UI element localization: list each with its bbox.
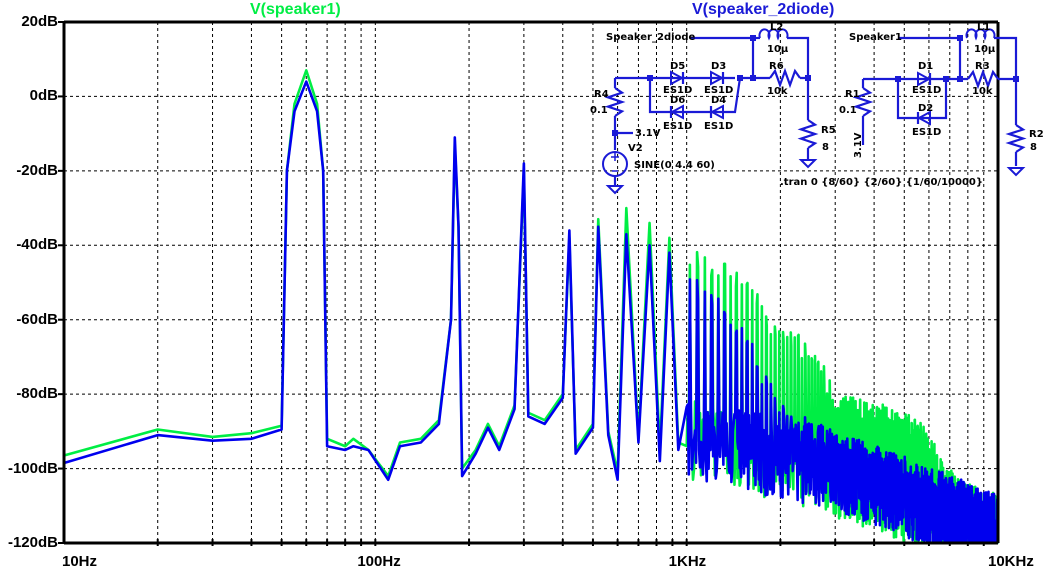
r6-value: 10k bbox=[767, 86, 788, 97]
traces bbox=[63, 69, 1000, 545]
d2-model: ES1D bbox=[912, 127, 942, 138]
y-tick-label: -60dB bbox=[16, 310, 58, 328]
l2-value: 10μ bbox=[767, 44, 789, 55]
r3-name: R3 bbox=[975, 61, 990, 72]
r5-name: R5 bbox=[821, 125, 836, 136]
schematic[interactable] bbox=[602, 28, 1027, 195]
y-tick-label: -80dB bbox=[16, 385, 58, 403]
trace-title-speaker-2diode[interactable]: V(speaker_2diode) bbox=[692, 1, 835, 18]
d6-name: D6 bbox=[670, 95, 686, 106]
d4-name: D4 bbox=[711, 95, 727, 106]
d5-name: D5 bbox=[670, 61, 686, 72]
r5-value: 8 bbox=[822, 142, 829, 153]
y-tick-label: -120dB bbox=[7, 534, 58, 551]
y-tick-label: -40dB bbox=[16, 236, 58, 254]
d1-model: ES1D bbox=[912, 85, 942, 96]
axes bbox=[58, 20, 1000, 545]
y-tick-label: 0dB bbox=[29, 87, 58, 105]
r1-name: R1 bbox=[845, 89, 860, 100]
l2-name: L2 bbox=[770, 22, 784, 33]
x-tick-label: 10KHz bbox=[988, 553, 1034, 570]
node-label-left: 3.1V bbox=[635, 128, 661, 139]
r1-value: 0.1 bbox=[839, 105, 857, 116]
d2-name: D2 bbox=[918, 103, 934, 114]
v2-value: SINE(0 4.4 60) bbox=[634, 160, 715, 171]
r3-value: 10k bbox=[972, 86, 993, 97]
d6-model: ES1D bbox=[663, 121, 693, 132]
r4-value: 0.1 bbox=[590, 105, 608, 116]
l1-name: L1 bbox=[977, 22, 991, 33]
y-tick-label: 20dB bbox=[21, 13, 58, 30]
d1-name: D1 bbox=[918, 61, 934, 72]
x-tick-label: 100Hz bbox=[357, 553, 401, 570]
d3-name: D3 bbox=[711, 61, 727, 72]
r6-name: R6 bbox=[769, 61, 784, 72]
tran-directive[interactable]: .tran 0 {8/60} {2/60} {1/60/10000} bbox=[780, 177, 983, 188]
d4-model: ES1D bbox=[704, 121, 734, 132]
node-label-right: 3.1V bbox=[853, 132, 864, 158]
y-tick-label: -100dB bbox=[7, 459, 58, 477]
net-label-speaker-2diode[interactable]: Speaker_2diode bbox=[606, 32, 696, 43]
d3-model: ES1D bbox=[704, 85, 734, 96]
x-tick-label: 10Hz bbox=[62, 553, 98, 570]
l1-value: 10μ bbox=[974, 44, 996, 55]
r2-name: R2 bbox=[1029, 129, 1044, 140]
r4-name: R4 bbox=[594, 89, 609, 100]
d5-model: ES1D bbox=[663, 85, 693, 96]
y-tick-label: -20dB bbox=[16, 161, 58, 179]
net-label-speaker1[interactable]: Speaker1 bbox=[849, 32, 902, 43]
trace-title-speaker1[interactable]: V(speaker1) bbox=[250, 1, 341, 18]
x-tick-label: 1KHz bbox=[668, 553, 707, 570]
v2-name: V2 bbox=[628, 143, 643, 154]
r2-value: 8 bbox=[1030, 142, 1037, 153]
